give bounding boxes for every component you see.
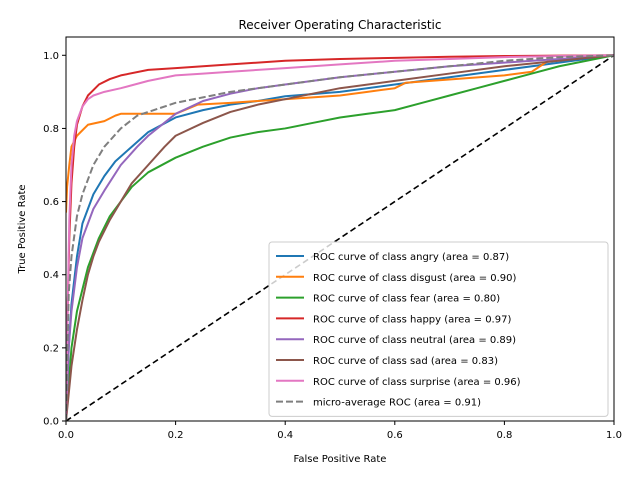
legend-label: ROC curve of class disgust (area = 0.90) — [313, 273, 517, 284]
legend-label: ROC curve of class sad (area = 0.83) — [313, 356, 498, 367]
legend-box — [268, 241, 609, 417]
x-tick-label: 0.2 — [168, 430, 184, 441]
chance-diagonal-line — [66, 54, 614, 421]
chart-title: Receiver Operating Characteristic — [238, 18, 441, 32]
y-tick-label: 0.6 — [43, 197, 59, 208]
series-line-2 — [66, 54, 614, 421]
x-axis-ticks: 0.0 0.2 0.4 0.6 0.8 1.0 — [58, 421, 622, 441]
y-tick-label: 0.0 — [43, 417, 59, 428]
x-tick-label: 0.0 — [58, 430, 74, 441]
series-line-3 — [66, 54, 614, 421]
legend: ROC curve of class angry (area = 0.87) RO… — [268, 241, 609, 417]
series-line-0 — [66, 54, 614, 421]
y-tick-label: 0.2 — [43, 343, 59, 354]
legend-label: micro-average ROC (area = 0.91) — [313, 398, 481, 409]
legend-label: ROC curve of class fear (area = 0.80) — [313, 294, 500, 305]
plot-frame — [65, 36, 615, 422]
x-axis-title: False Positive Rate — [294, 454, 387, 465]
y-axis-ticks: 0.0 0.2 0.4 0.6 0.8 1.0 — [43, 51, 66, 428]
y-tick-label: 0.8 — [43, 124, 59, 135]
plot-lines — [66, 54, 614, 421]
legend-label: ROC curve of class angry (area = 0.87) — [313, 252, 509, 263]
x-tick-label: 1.0 — [606, 430, 622, 441]
y-tick-label: 1.0 — [43, 51, 59, 62]
x-tick-label: 0.6 — [387, 430, 403, 441]
x-tick-label: 0.4 — [277, 430, 293, 441]
series-line-7 — [66, 54, 614, 421]
legend-label: ROC curve of class happy (area = 0.97) — [313, 314, 511, 325]
x-tick-label: 0.8 — [496, 430, 512, 441]
y-axis-title: True Positive Rate — [17, 184, 28, 274]
legend-label: ROC curve of class neutral (area = 0.89) — [313, 335, 516, 346]
series-line-1 — [66, 54, 614, 213]
legend-label: ROC curve of class surprise (area = 0.96… — [313, 377, 521, 388]
series-line-6 — [66, 54, 614, 421]
series-line-5 — [66, 54, 614, 421]
y-tick-label: 0.4 — [43, 270, 59, 281]
